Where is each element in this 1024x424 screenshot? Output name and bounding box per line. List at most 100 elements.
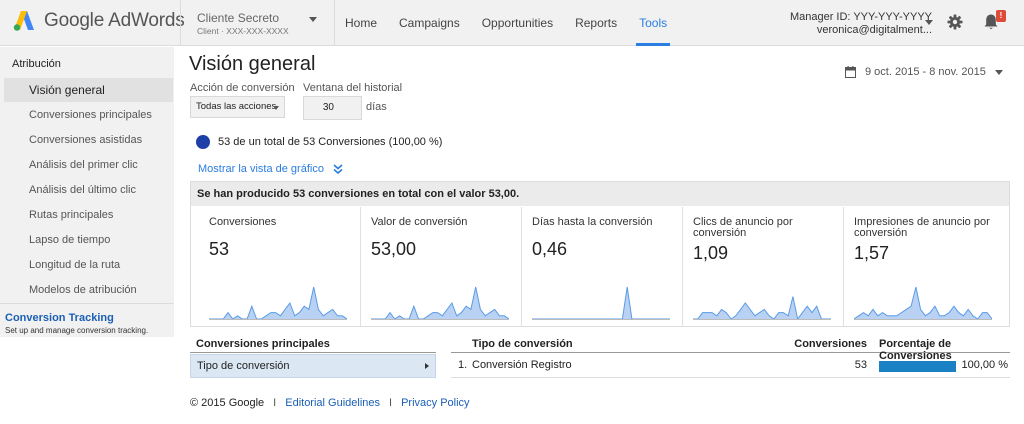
chevron-down-icon[interactable] xyxy=(309,17,317,22)
column-header-percentage[interactable]: Porcentaje de Conversiones xyxy=(879,338,952,362)
metric-label: Clics de anuncio por conversión xyxy=(693,216,793,239)
conversion-action-select[interactable]: Todas las acciones xyxy=(190,96,285,118)
metric-card: Impresiones de anuncio por conversión 1,… xyxy=(843,207,1004,326)
percentage-bar xyxy=(879,361,956,372)
app-name: Google AdWords xyxy=(44,10,185,31)
manager-id: Manager ID: YYY-YYY-YYYY xyxy=(789,11,932,23)
metric-card: Valor de conversión 53,00 xyxy=(360,207,521,326)
sidebar: Atribución Visión general Conversiones p… xyxy=(0,47,174,337)
footer-separator: I xyxy=(389,397,393,409)
column-header-type[interactable]: Tipo de conversión xyxy=(472,338,573,350)
sidebar-item-ultimo-clic[interactable]: Análisis del último clic xyxy=(29,184,136,196)
main-nav: Home Campaigns Opportunities Reports Too… xyxy=(334,0,678,46)
conversion-action-value: Todas las acciones xyxy=(196,101,277,112)
conversion-tracking-description: Set up and manage conversion tracking. xyxy=(5,326,149,335)
nav-campaigns[interactable]: Campaigns xyxy=(399,16,460,30)
editorial-guidelines-link[interactable]: Editorial Guidelines xyxy=(285,397,381,409)
privacy-policy-link[interactable]: Privacy Policy xyxy=(401,397,470,409)
footer-separator: I xyxy=(273,397,277,409)
sparkline-chart xyxy=(209,286,347,320)
sidebar-item-rutas-principales[interactable]: Rutas principales xyxy=(29,209,114,221)
sparkline-line xyxy=(209,286,347,320)
sparkline-line xyxy=(532,286,670,320)
conversion-tracking-link[interactable]: Conversion Tracking xyxy=(5,312,114,324)
chevron-down-icon xyxy=(994,69,1003,75)
metric-label: Valor de conversión xyxy=(371,216,468,228)
sidebar-item-conversiones-principales[interactable]: Conversiones principales xyxy=(29,109,152,121)
date-range-picker[interactable]: 9 oct. 2015 - 8 nov. 2015 xyxy=(845,66,1003,78)
sparkline-line xyxy=(371,286,509,320)
calendar-icon xyxy=(845,66,856,78)
table-row: 1. Conversión Registro 53 100,00 % xyxy=(451,354,1010,378)
metric-value: 53 xyxy=(209,239,230,259)
notification-badge[interactable]: ! xyxy=(996,10,1006,22)
metric-card: Clics de anuncio por conversión 1,09 xyxy=(682,207,843,326)
manager-email: veronica@digitalment... xyxy=(816,24,932,36)
metric-value: 0,46 xyxy=(532,239,568,259)
adwords-logo-icon xyxy=(13,11,34,31)
sidebar-heading: Atribución xyxy=(12,58,61,70)
divider xyxy=(180,0,181,46)
gear-icon[interactable] xyxy=(947,14,963,33)
sparkline-chart xyxy=(371,286,509,320)
sidebar-item-vision-general[interactable]: Visión general xyxy=(4,78,173,102)
sidebar-item-longitud-de-la-ruta[interactable]: Longitud de la ruta xyxy=(29,259,121,271)
sidebar-item-conversiones-asistidas[interactable]: Conversiones asistidas xyxy=(29,134,143,146)
metrics-panel-heading: Se han producido 53 conversiones en tota… xyxy=(191,182,1009,206)
nav-opportunities[interactable]: Opportunities xyxy=(481,16,554,30)
top-bar: Google AdWords Cliente Secreto Client · … xyxy=(0,0,1024,46)
lookback-window-input[interactable]: 30 xyxy=(303,96,362,120)
divider xyxy=(334,0,335,46)
double-chevron-down-icon[interactable] xyxy=(333,164,343,174)
sparkline-area xyxy=(371,287,509,319)
date-range-text: 9 oct. 2015 - 8 nov. 2015 xyxy=(865,66,986,78)
divider xyxy=(0,303,174,304)
footer: © 2015 Google I Editorial Guidelines I P… xyxy=(190,397,470,409)
lookback-window-label: Ventana del historial xyxy=(303,82,403,94)
conversion-action-label: Acción de conversión xyxy=(190,82,295,94)
page-title: Visión general xyxy=(189,53,316,75)
metric-card: Conversiones 53 xyxy=(199,207,360,326)
chevron-down-icon[interactable] xyxy=(925,20,933,25)
sparkline-chart xyxy=(854,286,992,320)
series-dot xyxy=(196,135,210,149)
column-header-conversions[interactable]: Conversiones xyxy=(794,338,867,350)
sparkline-line xyxy=(693,296,831,320)
left-table-row-label: Tipo de conversión xyxy=(197,360,290,372)
show-chart-link[interactable]: Mostrar la vista de gráfico xyxy=(198,163,324,175)
sparkline-area xyxy=(693,296,831,319)
sparkline-line xyxy=(854,286,992,320)
metric-label: Conversiones xyxy=(209,216,277,228)
metric-value: 1,57 xyxy=(854,243,890,263)
row-index: 1. xyxy=(458,359,468,371)
chevron-right-icon xyxy=(425,363,429,369)
sparkline-chart xyxy=(532,286,670,320)
metric-value: 53,00 xyxy=(371,239,417,259)
client-id: Client · XXX-XXX-XXXX xyxy=(197,26,289,36)
metric-label: Impresiones de anuncio por conversión xyxy=(854,216,990,239)
sparkline-chart xyxy=(693,296,831,320)
client-selector[interactable]: Cliente Secreto Client · XXX-XXX-XXXX xyxy=(197,11,289,36)
conversions-table-header: Tipo de conversión Conversiones Porcenta… xyxy=(451,338,1010,362)
bell-icon[interactable] xyxy=(983,13,999,34)
nav-tools[interactable]: Tools xyxy=(628,0,678,46)
lookback-window-unit: días xyxy=(366,101,387,113)
row-conversions: 53 xyxy=(854,359,867,371)
sidebar-item-modelos-de-atribucion[interactable]: Modelos de atribución xyxy=(29,284,137,296)
chevron-down-icon xyxy=(273,106,279,110)
adwords-logo[interactable]: Google AdWords xyxy=(12,9,185,33)
copyright: © 2015 Google xyxy=(190,397,265,409)
left-table-row[interactable]: Tipo de conversión xyxy=(190,354,436,378)
conversion-summary: 53 de un total de 53 Conversiones (100,0… xyxy=(218,136,443,148)
row-percentage: 100,00 % xyxy=(961,359,1008,371)
row-conversion-type: Conversión Registro xyxy=(472,359,572,371)
sidebar-item-lapso-de-tiempo[interactable]: Lapso de tiempo xyxy=(29,234,111,246)
sidebar-item-primer-clic[interactable]: Análisis del primer clic xyxy=(29,159,138,171)
nav-home[interactable]: Home xyxy=(345,16,378,30)
sparkline-area xyxy=(532,287,670,319)
nav-reports[interactable]: Reports xyxy=(575,16,618,30)
metric-card: Días hasta la conversión 0,46 xyxy=(521,207,682,326)
account-menu[interactable]: Manager ID: YYY-YYY-YYYY veronica@digita… xyxy=(790,11,932,37)
metric-label: Días hasta la conversión xyxy=(532,216,653,228)
sparkline-area xyxy=(209,287,347,319)
